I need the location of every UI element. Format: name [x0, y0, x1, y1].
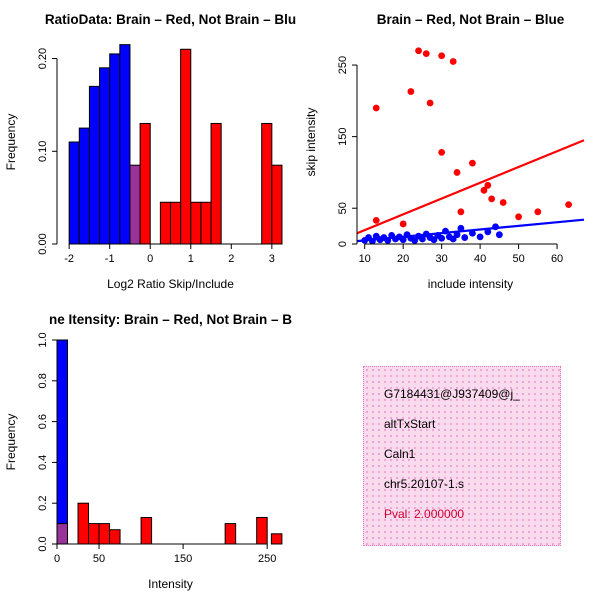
- svg-text:0: 0: [147, 253, 153, 265]
- gene-info-box: G7184431@J937409@j_ altTxStart Caln1 chr…: [363, 366, 561, 546]
- svg-text:Frequency: Frequency: [4, 414, 18, 471]
- svg-text:Intensity: Intensity: [148, 577, 193, 591]
- svg-text:-2: -2: [64, 253, 74, 265]
- svg-text:250: 250: [258, 553, 276, 565]
- gene-name-text: Caln1: [384, 447, 416, 461]
- svg-text:20: 20: [397, 253, 409, 265]
- svg-text:0.20: 0.20: [37, 48, 49, 69]
- svg-text:30: 30: [436, 253, 448, 265]
- pval-text: Pval: 2.000000: [384, 507, 465, 521]
- svg-text:250: 250: [337, 56, 349, 74]
- svg-text:150: 150: [174, 553, 192, 565]
- svg-text:0.6: 0.6: [37, 414, 49, 429]
- svg-text:Brain – Red, Not Brain – Blue: Brain – Red, Not Brain – Blue: [377, 12, 565, 27]
- svg-text:0.8: 0.8: [37, 373, 49, 388]
- event-type-text: altTxStart: [384, 417, 436, 431]
- svg-text:40: 40: [474, 253, 486, 265]
- svg-text:3: 3: [269, 253, 275, 265]
- svg-text:50: 50: [93, 553, 105, 565]
- ratio-histogram-chart: -2 -1 0 1 2 3 0.00 0.10 0.20 Log2 Ratio Skip/Incl…: [4, 12, 296, 291]
- svg-text:RatioData: Brain – Red, Not Br: RatioData: Brain – Red, Not Brain – Blu: [45, 12, 296, 27]
- svg-text:150: 150: [337, 127, 349, 145]
- svg-text:60: 60: [551, 253, 563, 265]
- gene-id-text: G7184431@J937409@j_: [384, 387, 520, 401]
- intensity-scatter-panel: 10 20 30 40 50 60 0 50 150 250 include intensity sk…: [300, 0, 600, 300]
- gene-intensity-histogram-chart: 0 50 150 250 0.0 0.2 0.4 0.6 0.8 1.0 Intensity Freq…: [4, 312, 292, 591]
- svg-text:skip intensity: skip intensity: [304, 108, 318, 177]
- gene-info-panel: G7184431@J937409@j_ altTxStart Caln1 chr…: [300, 300, 600, 600]
- svg-text:0.0: 0.0: [37, 536, 49, 551]
- svg-text:0.4: 0.4: [37, 455, 49, 470]
- svg-text:-1: -1: [105, 253, 115, 265]
- svg-text:include intensity: include intensity: [428, 277, 513, 291]
- svg-text:0.2: 0.2: [37, 496, 49, 511]
- svg-text:1.0: 1.0: [37, 332, 49, 347]
- svg-text:2: 2: [228, 253, 234, 265]
- svg-text:0: 0: [54, 553, 60, 565]
- intensity-scatter-chart: 10 20 30 40 50 60 0 50 150 250 include intensity sk…: [304, 12, 585, 291]
- gene-intensity-histogram-panel: 0 50 150 250 0.0 0.2 0.4 0.6 0.8 1.0 Intensity Freq…: [0, 300, 300, 600]
- ratio-histogram-panel: -2 -1 0 1 2 3 0.00 0.10 0.20 Log2 Ratio Skip/Incl…: [0, 0, 300, 300]
- svg-text:50: 50: [337, 202, 349, 214]
- svg-text:ne Itensity: Brain – Red, Not: ne Itensity: Brain – Red, Not Brain – B: [49, 312, 292, 327]
- locus-text: chr5.20107-1.s: [384, 477, 465, 491]
- svg-text:Log2 Ratio Skip/Include: Log2 Ratio Skip/Include: [107, 277, 234, 291]
- svg-text:10: 10: [359, 253, 371, 265]
- svg-text:0.10: 0.10: [37, 141, 49, 162]
- svg-text:1: 1: [188, 253, 194, 265]
- svg-text:50: 50: [512, 253, 524, 265]
- svg-text:Frequency: Frequency: [4, 114, 18, 171]
- svg-text:0: 0: [337, 241, 349, 247]
- svg-text:0.00: 0.00: [37, 233, 49, 254]
